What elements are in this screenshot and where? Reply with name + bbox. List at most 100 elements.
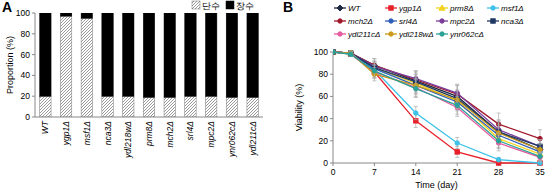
y-tick-label: 100 (16, 8, 30, 18)
legend-marker (491, 19, 495, 23)
bar-segment (185, 96, 196, 117)
y-tick-label: 0 (323, 158, 328, 168)
y-tick-label: 60 (319, 91, 329, 101)
x-tick-label: ydl218wΔ (123, 121, 133, 159)
error-bar (455, 137, 459, 148)
y-tick (32, 117, 35, 118)
legend-label: ydl211cΔ (347, 30, 380, 39)
y-tick (32, 13, 35, 14)
legend-swatch (226, 1, 234, 9)
x-tick-label: nca3Δ (103, 121, 113, 145)
legend-label: ydl218wΔ (398, 30, 434, 39)
error-bar (349, 52, 353, 56)
y-tick (330, 140, 333, 141)
bar-segment (102, 96, 113, 117)
legend-label: srl4Δ (399, 17, 417, 26)
y-tick (32, 75, 35, 76)
legend-marker (338, 32, 342, 36)
point (348, 50, 354, 56)
point (333, 50, 335, 54)
point (455, 141, 459, 145)
y-tick (330, 96, 333, 97)
x-tick-label: 35 (535, 167, 545, 177)
bar-segment (81, 13, 92, 18)
y-tick-label: 40 (21, 70, 31, 80)
x-tick (333, 163, 334, 166)
error-bar (538, 152, 542, 161)
point (455, 150, 459, 154)
y-tick-label: 100 (314, 47, 328, 57)
point (333, 49, 336, 54)
y-axis-label: Proportion (%) (5, 36, 15, 94)
legend-marker (440, 19, 444, 23)
error-bar (497, 157, 501, 161)
point (333, 50, 335, 54)
legend-marker (440, 32, 444, 36)
legend-swatch (192, 1, 200, 9)
x-tick-label: mpc2Δ (206, 121, 216, 148)
y-tick-label: 40 (319, 114, 329, 124)
legend-marker (491, 6, 495, 10)
lines (333, 49, 543, 165)
bar-segment (226, 13, 237, 97)
x-tick (374, 163, 375, 166)
y-tick-label: 20 (21, 91, 31, 101)
bar-segment (60, 13, 71, 16)
bar-segment (205, 13, 216, 96)
panel-label: A (2, 0, 12, 15)
x-tick-label: 7 (372, 167, 377, 177)
point (496, 157, 500, 161)
y-tick (32, 33, 35, 34)
series-line (333, 52, 540, 163)
error-bar (497, 121, 501, 143)
series-line (333, 52, 540, 146)
error-bar (349, 52, 353, 56)
point (333, 50, 335, 54)
legend-label: 단수 (202, 1, 220, 11)
x-tick-label: prm8Δ (144, 121, 154, 147)
point (414, 111, 418, 115)
x-tick-label: 0 (331, 167, 336, 177)
error-bar (497, 133, 501, 149)
bar-segment (185, 13, 196, 96)
bar-segment (40, 96, 51, 117)
x-axis (35, 117, 263, 118)
series-line (333, 52, 540, 157)
bar-segment (123, 96, 134, 117)
legend-label: prm8Δ (449, 4, 474, 13)
legend-label: WT (348, 4, 362, 13)
series-line (333, 52, 540, 146)
legend-label: nca3Δ (501, 17, 524, 26)
bar-segment (40, 13, 51, 96)
x-tick-label: srl4Δ (185, 121, 195, 141)
point (349, 52, 353, 56)
error-bar (372, 64, 376, 77)
error-bar (455, 96, 459, 114)
series-line (333, 52, 540, 152)
y-axis (35, 13, 36, 117)
x-tick-label: msf1Δ (82, 121, 92, 145)
y-tick-label: 60 (21, 50, 31, 60)
series-line (333, 52, 540, 154)
legend-marker (389, 6, 393, 10)
x-tick-label: 21 (452, 167, 462, 177)
point (538, 147, 542, 151)
point (333, 50, 335, 54)
legend-label: 장수 (236, 1, 254, 11)
error-bar (414, 106, 418, 119)
point (333, 50, 335, 54)
x-tick-label: 28 (494, 167, 504, 177)
y-tick-label: 80 (21, 29, 31, 39)
point (414, 86, 418, 90)
series-line (333, 52, 540, 163)
point (538, 154, 542, 158)
x-tick-label: mch2Δ (165, 121, 175, 148)
x-tick (457, 163, 458, 166)
bar-segment (247, 13, 258, 97)
y-tick-label: 80 (319, 69, 329, 79)
point (455, 103, 459, 107)
series-line (333, 52, 540, 150)
series-line (333, 52, 540, 156)
x-tick-label: ydl211cΔ (248, 121, 258, 157)
y-tick (330, 52, 333, 53)
